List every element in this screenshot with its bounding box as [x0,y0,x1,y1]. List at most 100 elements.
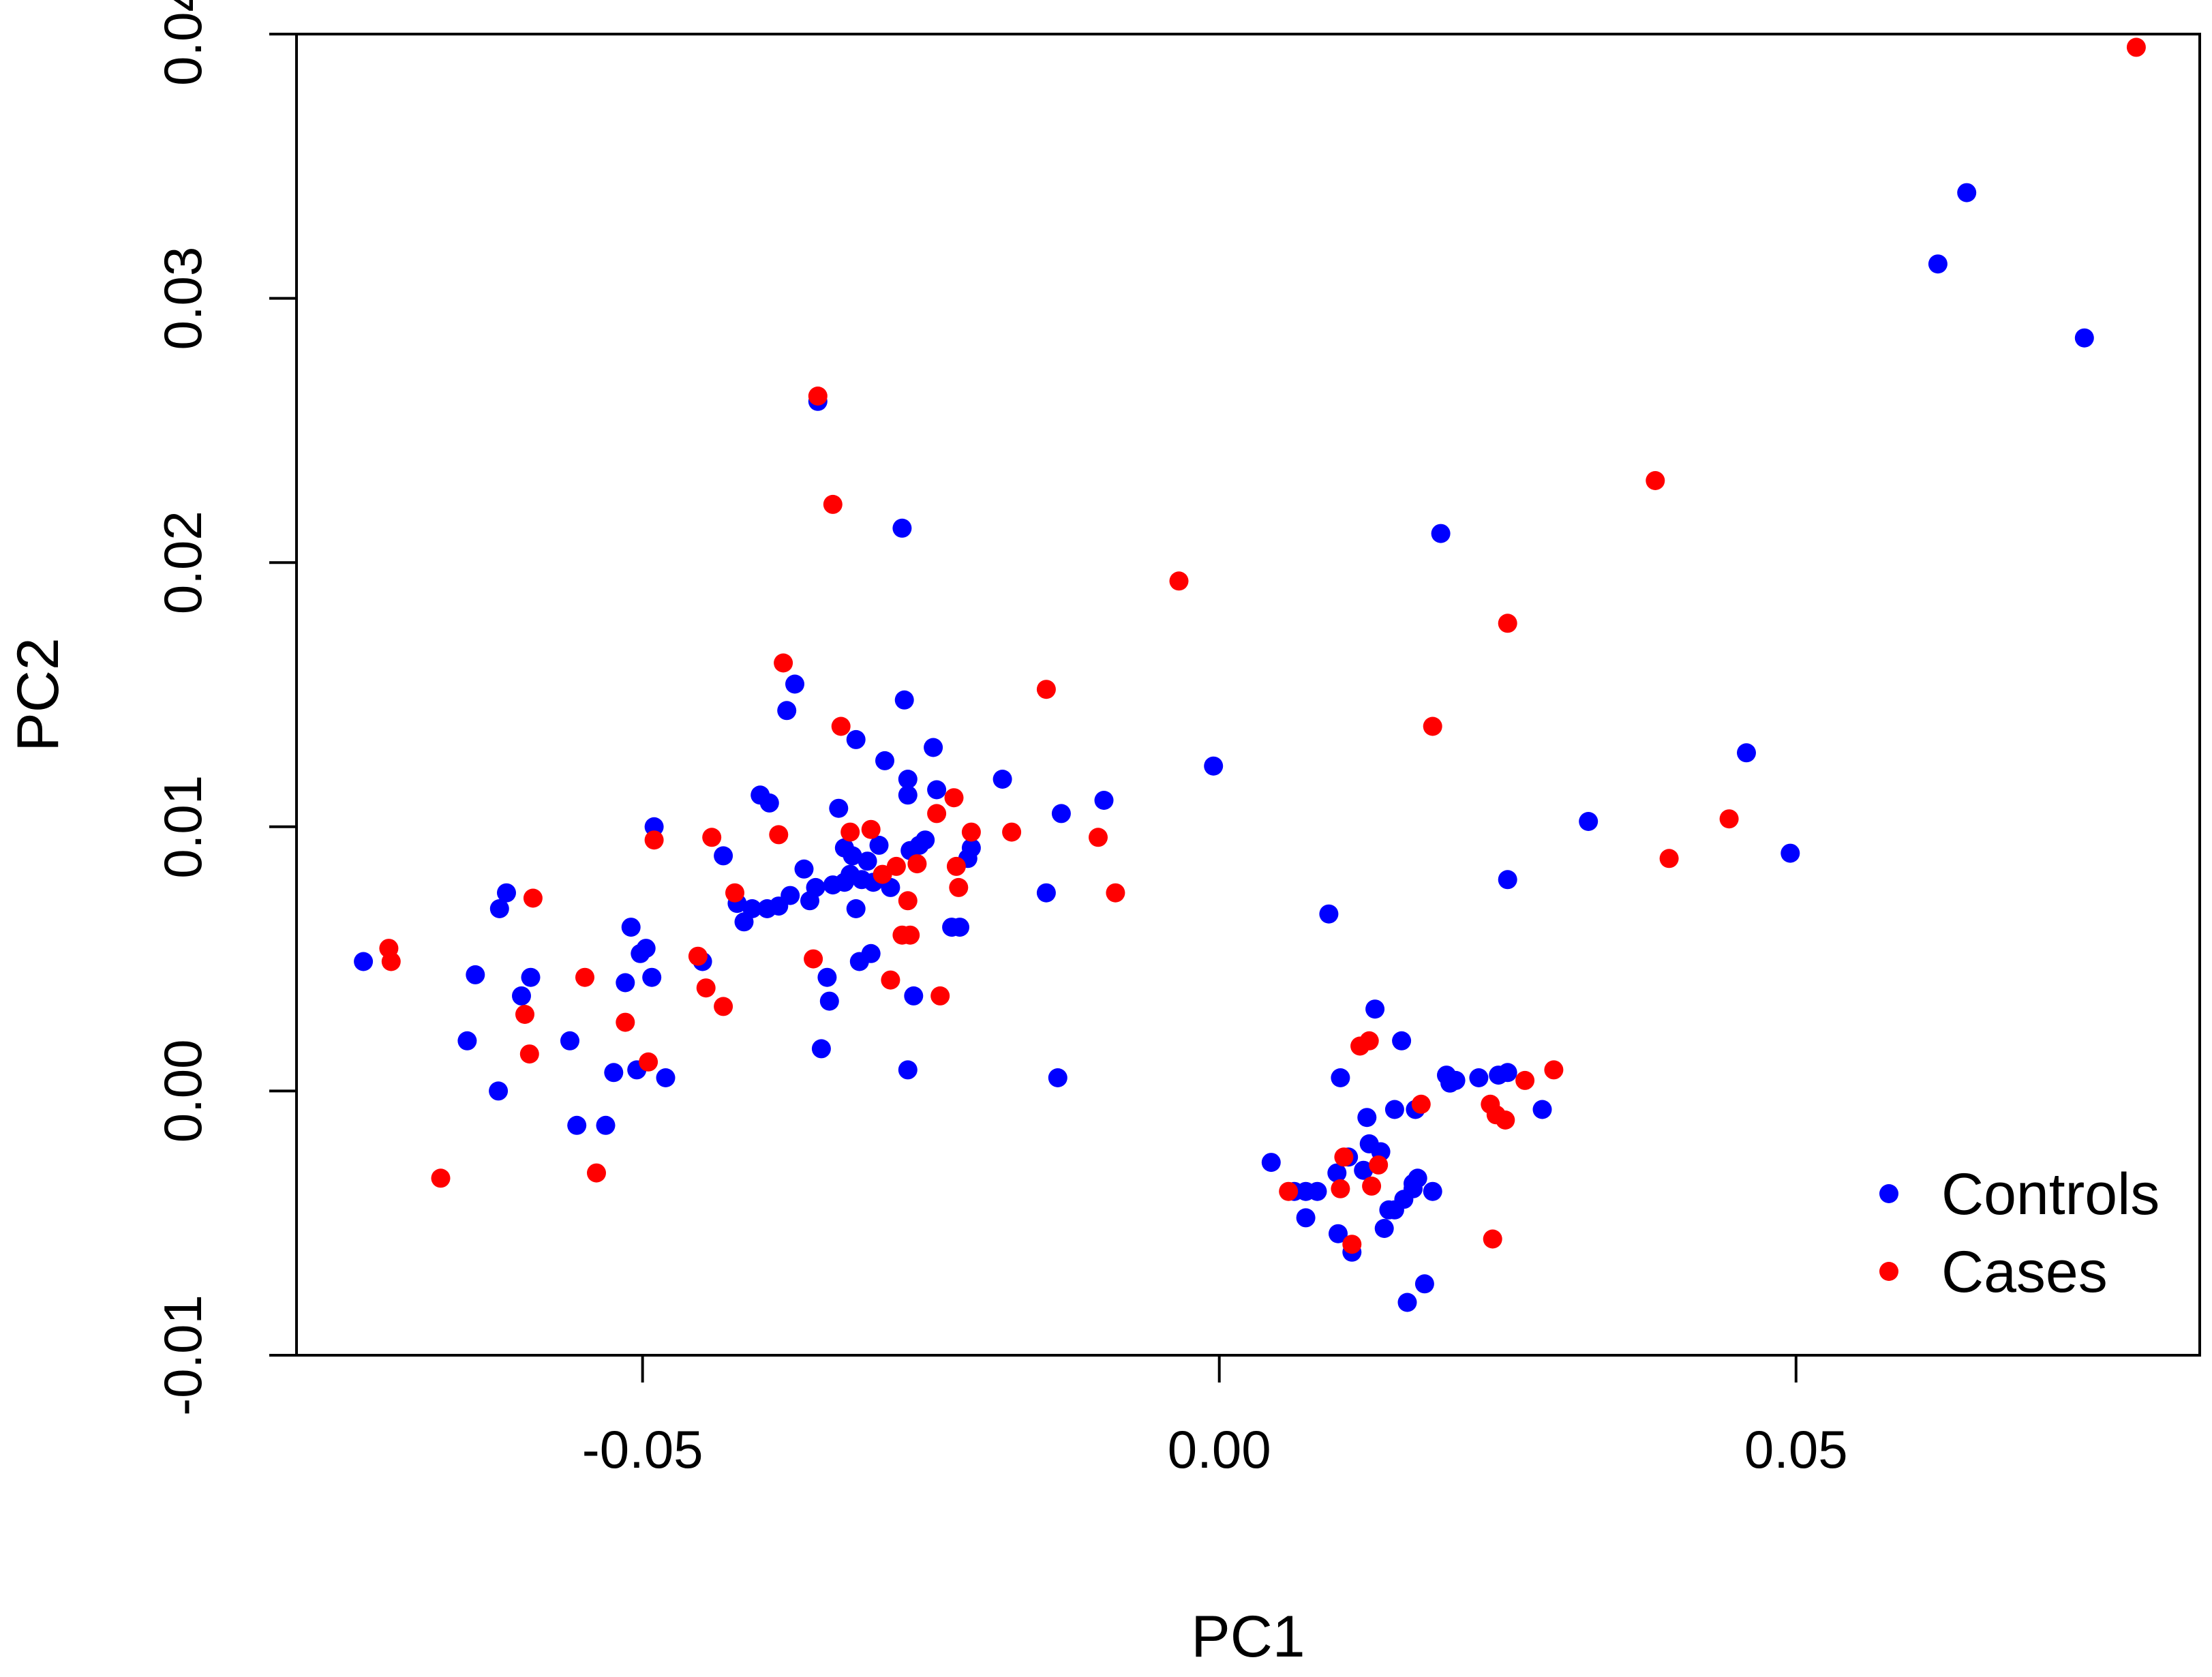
point-cases [831,716,851,736]
point-controls [596,1115,616,1135]
point-cases [927,804,947,824]
point-cases [1089,828,1108,847]
point-controls [616,973,635,993]
point-controls [1446,1070,1466,1090]
point-cases [949,877,969,897]
point-cases [804,949,823,969]
point-controls [915,830,935,850]
point-controls [904,986,924,1006]
y-tick-label: -0.01 [153,1295,213,1416]
point-cases [1515,1070,1535,1090]
point-controls [1357,1108,1377,1128]
point-cases [702,828,722,847]
point-controls [1928,254,1948,274]
point-cases [907,854,927,874]
point-controls [354,952,374,971]
legend: Controls Cases [1879,1162,2160,1305]
point-cases [1659,849,1679,868]
point-controls [636,939,656,958]
point-cases [930,986,950,1006]
y-tick-label: 0.01 [153,775,213,879]
point-controls [993,770,1012,789]
point-controls [1331,1068,1350,1087]
point-controls [861,943,881,963]
point-cases [886,856,906,876]
point-cases [1544,1060,1564,1080]
point-cases [1646,471,1665,490]
y-axis: -0.01 0.00 0.01 0.02 0.03 0.04 [153,0,298,1416]
point-controls [843,846,862,866]
point-controls [742,899,762,918]
point-cases [1483,1229,1502,1249]
point-cases [431,1168,451,1188]
point-cases [823,494,843,514]
point-cases [1169,571,1189,591]
point-controls [642,967,662,987]
point-cases [961,822,981,842]
point-cases [774,653,793,673]
point-controls [1737,743,1756,763]
y-tick-label: 0.03 [153,247,213,350]
point-controls [1498,1063,1517,1083]
point-controls [927,780,947,800]
point-controls [785,674,804,694]
point-controls [869,835,889,855]
x-axis-title: PC1 [1191,1604,1305,1670]
point-controls [512,986,531,1006]
point-cases [644,830,664,850]
point-controls [961,838,981,858]
x-tick-label: -0.05 [582,1419,703,1479]
point-cases [1498,614,1517,633]
point-cases [1334,1147,1354,1167]
point-controls [777,701,797,721]
legend-label-cases: Cases [1941,1239,2108,1305]
point-controls [1957,183,1977,202]
point-controls [1384,1100,1404,1119]
point-controls [950,918,969,937]
y-tick-label: 0.04 [153,0,213,86]
point-controls [644,817,664,836]
point-controls [846,729,866,749]
y-tick-label: 0.02 [153,511,213,614]
point-cases [1331,1179,1350,1198]
point-controls [806,877,825,897]
point-cases [587,1163,606,1183]
point-controls [794,859,814,879]
point-cases [688,946,708,966]
point-cases [861,819,881,839]
point-controls [1374,1219,1394,1238]
point-controls [1036,883,1056,903]
y-tick-label: 0.00 [153,1039,213,1143]
point-controls [1319,904,1339,924]
point-controls [781,886,800,905]
point-cases [873,864,892,884]
point-cases [696,978,716,998]
point-controls [811,1039,831,1059]
point-controls [1392,1031,1412,1051]
point-controls [819,991,839,1011]
point-controls [1579,812,1599,831]
x-axis: -0.05 0.00 0.05 [582,1354,1848,1479]
point-controls [521,967,541,987]
point-controls [898,770,918,789]
point-cases [1496,1111,1515,1130]
point-cases [946,856,966,876]
point-cases [714,997,733,1016]
x-tick-label: 0.05 [1744,1419,1848,1479]
point-controls [714,846,733,866]
point-cases [1423,716,1442,736]
point-cases [1279,1181,1299,1201]
point-cases [1411,1094,1431,1114]
point-cases [523,888,543,908]
point-controls [1397,1293,1417,1312]
point-controls [892,518,912,538]
point-cases [900,925,920,945]
legend-marker-cases [1879,1262,1898,1281]
point-controls [875,751,894,770]
point-controls [1327,1163,1347,1183]
point-cases [725,883,744,903]
point-cases [381,952,401,971]
point-controls [1048,1068,1067,1087]
point-controls [604,1063,624,1083]
point-cases [944,788,964,808]
